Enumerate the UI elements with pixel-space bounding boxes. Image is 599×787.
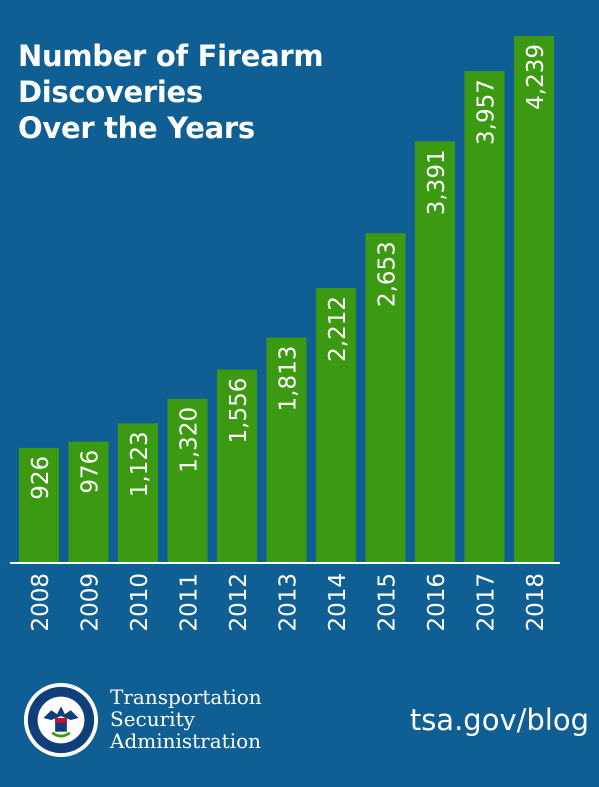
bar-2017	[464, 71, 505, 563]
tick-label-2017: 2017	[474, 573, 500, 632]
value-label-2016: 3,391	[424, 149, 450, 215]
value-label-2013: 1,813	[276, 346, 302, 412]
tick-label-2014: 2014	[325, 573, 351, 632]
tick-label-2018: 2018	[523, 573, 549, 632]
value-label-2010: 1,123	[127, 431, 153, 497]
title-line-2: Discoveries	[18, 75, 203, 109]
tick-label-2013: 2013	[276, 573, 302, 632]
agency-name: Transportation Security Administration	[110, 686, 262, 752]
agency-line-2: Security	[110, 707, 195, 731]
title-line-1: Number of Firearm	[18, 39, 324, 73]
value-label-2018: 4,239	[523, 44, 549, 110]
tick-label-2012: 2012	[226, 573, 252, 632]
bar-2009	[68, 441, 109, 563]
title-line-3: Over the Years	[18, 111, 255, 145]
dhs-seal-icon	[23, 682, 99, 758]
bar-2013	[266, 337, 307, 563]
bars-layer: 926 976 1,123 1,320 1,556 1,813 2,212 2,653 3,39…	[19, 36, 554, 563]
value-label-2014: 2,212	[325, 296, 351, 362]
tick-label-2016: 2016	[424, 573, 450, 632]
agency-line-3: Administration	[110, 729, 262, 753]
site-url[interactable]: tsa.gov/blog	[409, 703, 589, 737]
value-label-2012: 1,556	[226, 378, 252, 444]
bar-2012	[217, 369, 257, 563]
bar-2010	[118, 423, 158, 563]
bar-2008	[19, 447, 59, 563]
bar-2014	[316, 288, 356, 563]
tick-label-2010: 2010	[127, 573, 153, 632]
bar-2011	[167, 398, 208, 563]
value-label-2015: 2,653	[375, 241, 401, 307]
bar-2016	[415, 141, 455, 563]
tick-label-2011: 2011	[177, 573, 203, 632]
value-label-2009: 976	[78, 450, 104, 494]
value-label-2008: 926	[28, 456, 54, 500]
tick-label-2008: 2008	[28, 573, 54, 632]
bar-2015	[365, 233, 406, 563]
tick-label-2015: 2015	[375, 573, 401, 632]
agency-line-1: Transportation	[110, 685, 262, 709]
chart-title: Number of Firearm Discoveries Over the Y…	[18, 38, 324, 146]
value-label-2011: 1,320	[177, 407, 203, 473]
x-tick-labels: 2008 2009 2010 2011 2012 2013 2014 2015 2016 2017…	[28, 573, 549, 632]
value-label-2017: 3,957	[474, 79, 500, 145]
tick-label-2009: 2009	[78, 573, 104, 632]
bar-2018	[514, 36, 554, 563]
